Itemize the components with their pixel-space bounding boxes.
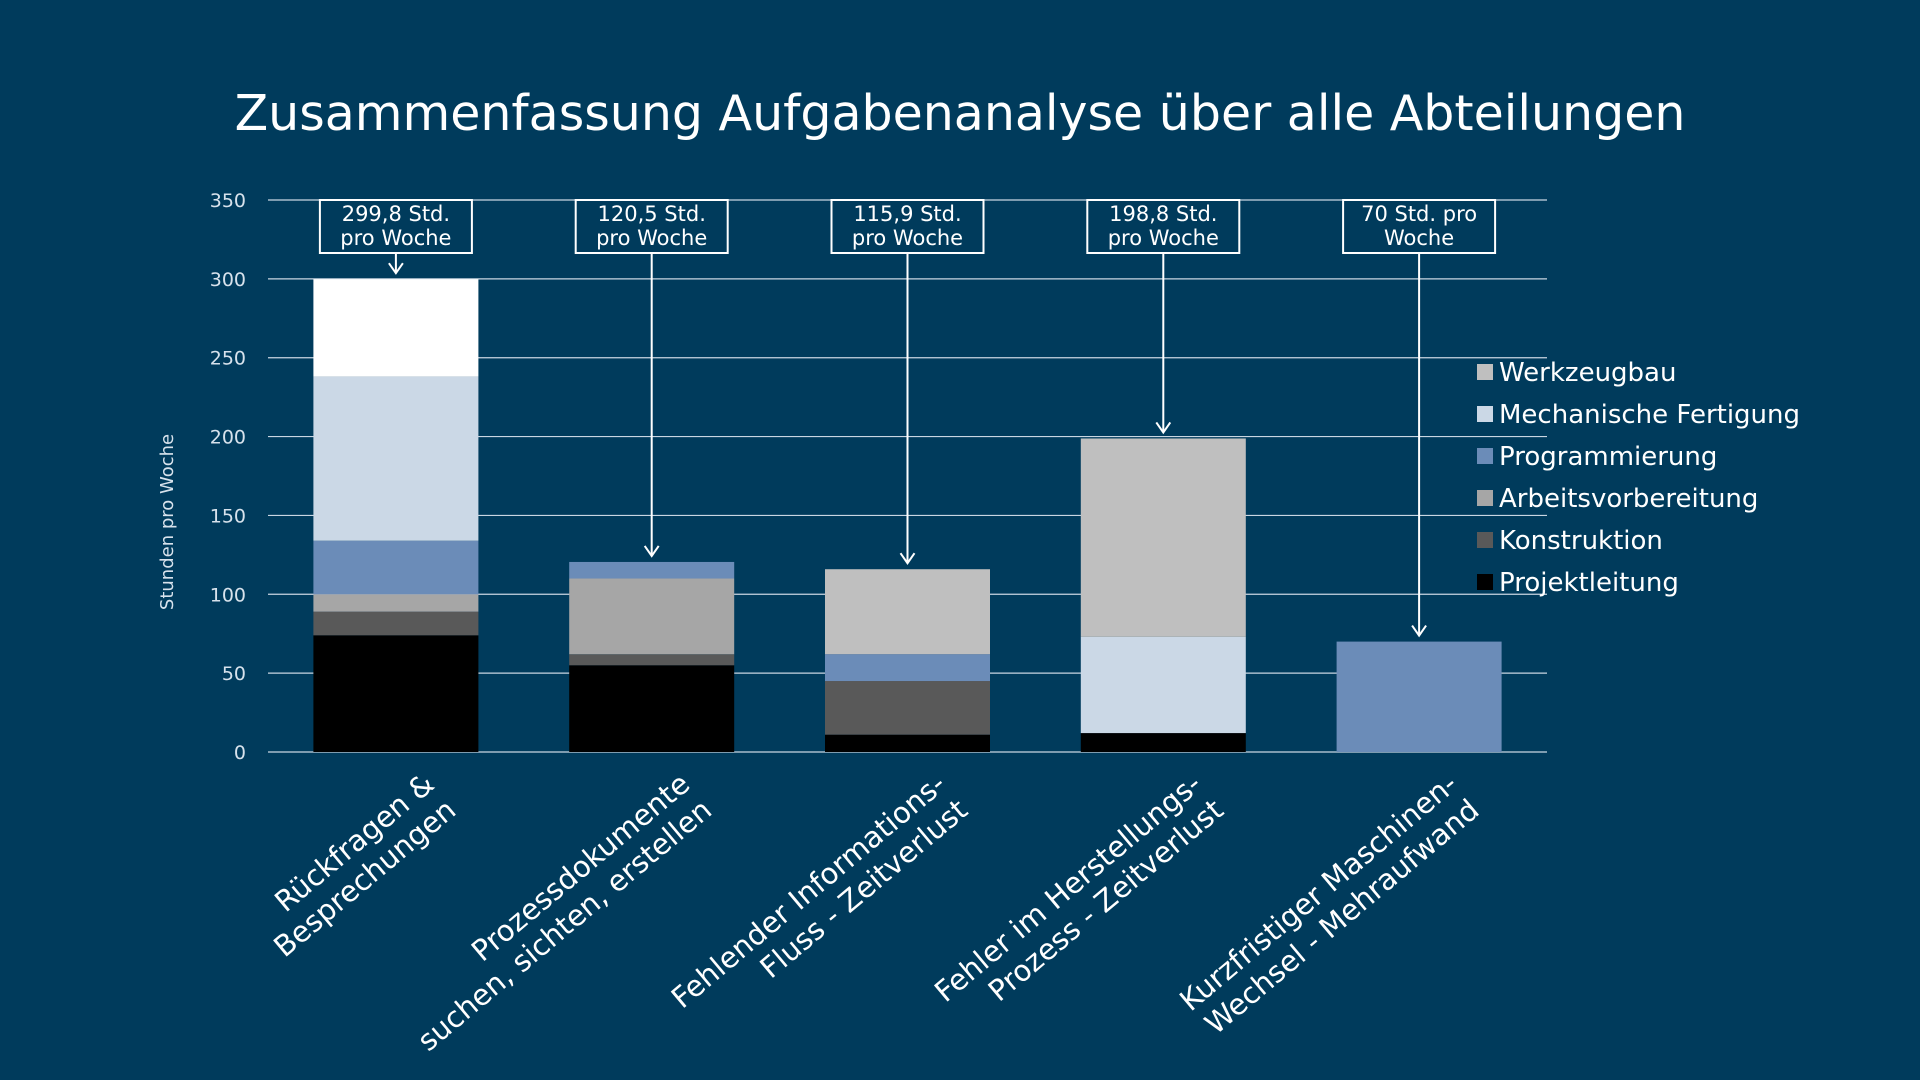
bar-segment <box>313 594 479 612</box>
callout-text: pro Woche <box>596 226 707 250</box>
x-category-label: Rückfragen &Besprechungen <box>245 766 462 963</box>
bar-segment <box>569 578 735 655</box>
bar-segment <box>569 654 735 666</box>
x-axis-labels: Rückfragen &Besprechungen Prozessdokument… <box>245 766 1485 1057</box>
callout-text: 115,9 Std. <box>853 202 961 226</box>
legend-swatch <box>1477 490 1493 506</box>
y-tick-label: 300 <box>210 269 246 291</box>
legend-label: Projektleitung <box>1499 568 1679 598</box>
callout-arrow-head <box>899 552 916 565</box>
legend-label: Arbeitsvorbereitung <box>1499 484 1758 514</box>
bar-segment <box>313 611 479 636</box>
y-tick-label: 200 <box>210 427 246 449</box>
bar-segment <box>825 569 990 655</box>
bar-segment <box>569 665 735 752</box>
y-axis-ticks: 0 50 100 150 200 250 300 350 <box>210 190 246 764</box>
legend-entry: Programmierung <box>1477 442 1717 472</box>
legend-label: Werkzeugbau <box>1499 358 1676 388</box>
y-tick-label: 250 <box>210 348 246 370</box>
callout-arrow-head <box>1155 421 1172 435</box>
legend-swatch <box>1477 448 1493 464</box>
y-tick-label: 0 <box>234 742 246 764</box>
x-category-line: Fehler im Herstellungs- <box>928 766 1208 1008</box>
legend: Werkzeugbau Mechanische Fertigung Programm… <box>1477 358 1800 598</box>
legend-entry: Werkzeugbau <box>1477 358 1676 388</box>
x-category-line: suchen, sichten, erstellen <box>411 792 718 1057</box>
legend-entry: Mechanische Fertigung <box>1477 400 1800 430</box>
callout-text: pro Woche <box>1108 226 1219 250</box>
bar-segment <box>313 279 479 377</box>
bars <box>313 279 1502 752</box>
callout-arrow-head <box>643 545 660 558</box>
chart-title: Zusammenfassung Aufgabenanalyse über all… <box>235 85 1686 142</box>
legend-label: Konstruktion <box>1499 526 1663 556</box>
bar-segment <box>569 561 735 579</box>
y-axis-label: Stunden pro Woche <box>157 434 178 610</box>
total-callout: 115,9 Std.pro Woche <box>830 199 985 565</box>
bar-segment <box>1336 641 1502 752</box>
callout-arrow-head <box>1411 625 1427 638</box>
callout-text: Woche <box>1384 226 1454 250</box>
bar-segment <box>313 635 479 752</box>
bar-segment <box>1080 733 1246 752</box>
callout-text: 120,5 Std. <box>598 202 706 226</box>
total-callout: 198,8 Std.pro Woche <box>1086 199 1241 435</box>
legend-swatch <box>1477 406 1493 422</box>
legend-entry: Projektleitung <box>1477 568 1679 598</box>
legend-label: Mechanische Fertigung <box>1499 400 1800 430</box>
x-category-label: Fehlender Informations-Fluss - Zeitverlu… <box>665 766 974 1041</box>
x-category-line: Fehlender Informations- <box>665 766 952 1015</box>
legend-swatch <box>1477 364 1493 380</box>
x-category-line: Wechsel - Mehraufwand <box>1198 792 1485 1041</box>
y-tick-label: 150 <box>210 505 246 527</box>
bar-segment <box>825 681 990 735</box>
legend-swatch <box>1477 532 1493 548</box>
callout-text: pro Woche <box>852 226 963 250</box>
bar-segment <box>1080 438 1246 637</box>
callout-arrow-head <box>388 262 404 275</box>
bar-segment <box>313 376 479 541</box>
bar-segment <box>313 540 479 595</box>
total-callout: 120,5 Std.pro Woche <box>574 199 729 558</box>
bar-segment <box>825 654 990 682</box>
y-tick-label: 350 <box>210 190 246 212</box>
bar-segment <box>825 734 990 752</box>
legend-label: Programmierung <box>1499 442 1717 472</box>
legend-entry: Arbeitsvorbereitung <box>1477 484 1758 514</box>
total-callout: 299,8 Std.pro Woche <box>318 199 473 275</box>
bar-segment <box>1080 636 1246 734</box>
y-tick-label: 100 <box>210 584 246 606</box>
callout-text: pro Woche <box>340 226 451 250</box>
x-category-line: Prozessdokumente <box>465 766 696 968</box>
callout-text: 299,8 Std. <box>342 202 450 226</box>
callout-text: 198,8 Std. <box>1109 202 1217 226</box>
legend-swatch <box>1477 574 1493 590</box>
y-tick-label: 50 <box>222 663 246 685</box>
callout-text: 70 Std. pro <box>1361 202 1477 226</box>
legend-entry: Konstruktion <box>1477 526 1663 556</box>
